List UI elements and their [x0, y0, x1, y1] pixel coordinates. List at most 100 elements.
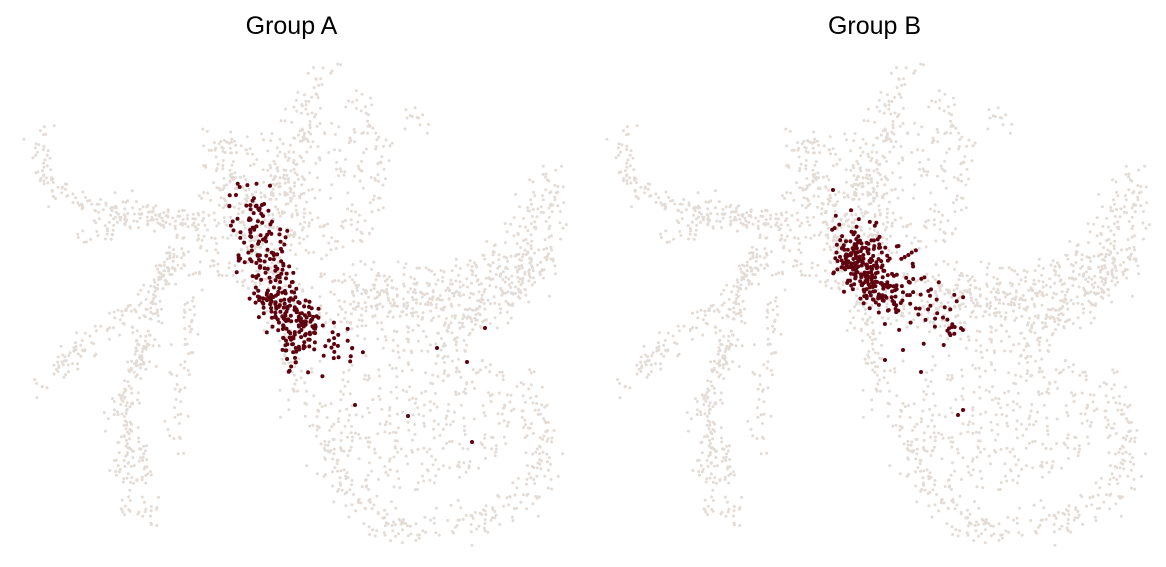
background-cell-point	[336, 62, 340, 66]
background-cell-point	[1119, 207, 1123, 211]
background-cell-point	[922, 446, 925, 449]
background-cell-point	[1033, 269, 1037, 273]
background-cell-point	[1104, 409, 1108, 413]
background-cell-point	[313, 196, 317, 200]
background-cell-point	[706, 504, 710, 508]
background-cell-point	[533, 482, 537, 486]
background-cell-point	[382, 290, 386, 294]
background-cell-point	[498, 523, 502, 526]
background-cell-point	[375, 295, 379, 299]
background-cell-point	[168, 434, 172, 438]
background-cell-point	[1072, 400, 1076, 403]
highlighted-cell-point	[312, 340, 317, 345]
background-cell-point	[502, 435, 506, 439]
background-cell-point	[425, 468, 429, 472]
background-cell-point	[428, 343, 432, 347]
background-cell-point	[146, 222, 150, 226]
background-cell-point	[734, 218, 738, 222]
background-cell-point	[287, 180, 290, 184]
background-cell-point	[718, 338, 722, 342]
background-cell-point	[515, 385, 519, 388]
background-cell-point	[530, 215, 534, 218]
background-cell-point	[1107, 451, 1111, 455]
background-cell-point	[544, 188, 548, 192]
background-cell-point	[355, 286, 359, 290]
background-cell-point	[1072, 518, 1076, 522]
background-cell-point	[1076, 516, 1080, 520]
background-cell-point	[511, 519, 515, 523]
background-cell-point	[522, 216, 526, 220]
background-cell-point	[1092, 286, 1096, 289]
background-cell-point	[657, 345, 661, 348]
background-cell-point	[507, 277, 511, 281]
background-cell-point	[886, 414, 890, 418]
background-cell-point	[378, 302, 382, 306]
background-cell-point	[534, 225, 537, 229]
background-cell-point	[316, 408, 320, 412]
background-cell-point	[625, 179, 629, 183]
highlighted-cell-point	[470, 440, 474, 444]
background-cell-point	[94, 221, 98, 225]
background-cell-point	[747, 220, 751, 224]
background-cell-point	[950, 525, 954, 529]
background-cell-point	[1122, 205, 1126, 209]
background-cell-point	[364, 147, 368, 151]
background-cell-point	[186, 213, 190, 217]
background-cell-point	[727, 367, 731, 371]
background-cell-point	[453, 410, 456, 414]
background-cell-point	[22, 137, 26, 141]
background-cell-point	[740, 320, 744, 323]
background-cell-point	[522, 239, 526, 242]
highlighted-cell-point	[230, 219, 235, 224]
background-cell-point	[315, 415, 319, 419]
background-cell-point	[906, 272, 909, 276]
background-cell-point	[477, 312, 480, 316]
background-cell-point	[229, 130, 233, 134]
background-cell-point	[158, 263, 161, 267]
background-cell-point	[1066, 307, 1070, 311]
background-cell-point	[356, 164, 360, 168]
background-cell-point	[1119, 461, 1123, 465]
background-cell-point	[702, 395, 706, 399]
background-cell-point	[332, 422, 336, 426]
background-cell-point	[228, 168, 232, 172]
background-cell-point	[1077, 513, 1081, 517]
background-cell-point	[141, 455, 145, 459]
background-cell-point	[422, 329, 425, 333]
background-cell-point	[841, 283, 845, 286]
background-cell-point	[900, 83, 904, 87]
background-cell-point	[1060, 312, 1063, 316]
background-cell-point	[784, 210, 788, 214]
background-cell-point	[816, 171, 820, 175]
background-cell-point	[177, 209, 181, 213]
background-cell-point	[113, 316, 117, 320]
background-cell-point	[283, 353, 287, 357]
background-cell-point	[466, 308, 470, 312]
background-cell-point	[922, 63, 926, 67]
background-cell-point	[713, 391, 717, 395]
background-cell-point	[42, 125, 46, 129]
background-cell-point	[151, 344, 155, 348]
background-cell-point	[979, 450, 983, 454]
background-cell-point	[457, 321, 461, 325]
background-cell-point	[966, 533, 970, 537]
background-cell-point	[307, 221, 311, 225]
background-cell-point	[287, 408, 291, 412]
background-cell-point	[852, 174, 856, 178]
background-cell-point	[396, 450, 400, 454]
highlighted-cell-point	[273, 310, 278, 315]
background-cell-point	[346, 207, 349, 211]
background-cell-point	[236, 231, 240, 235]
background-cell-point	[76, 232, 80, 236]
background-cell-point	[365, 484, 369, 488]
background-cell-point	[318, 106, 322, 110]
background-cell-point	[379, 160, 383, 164]
background-cell-point	[1112, 244, 1116, 248]
background-cell-point	[515, 486, 519, 490]
background-cell-point	[972, 539, 976, 543]
background-cell-point	[96, 234, 100, 237]
background-cell-point	[1073, 447, 1077, 451]
background-cell-point	[396, 344, 400, 348]
background-cell-point	[360, 307, 364, 311]
background-cell-point	[912, 71, 916, 75]
